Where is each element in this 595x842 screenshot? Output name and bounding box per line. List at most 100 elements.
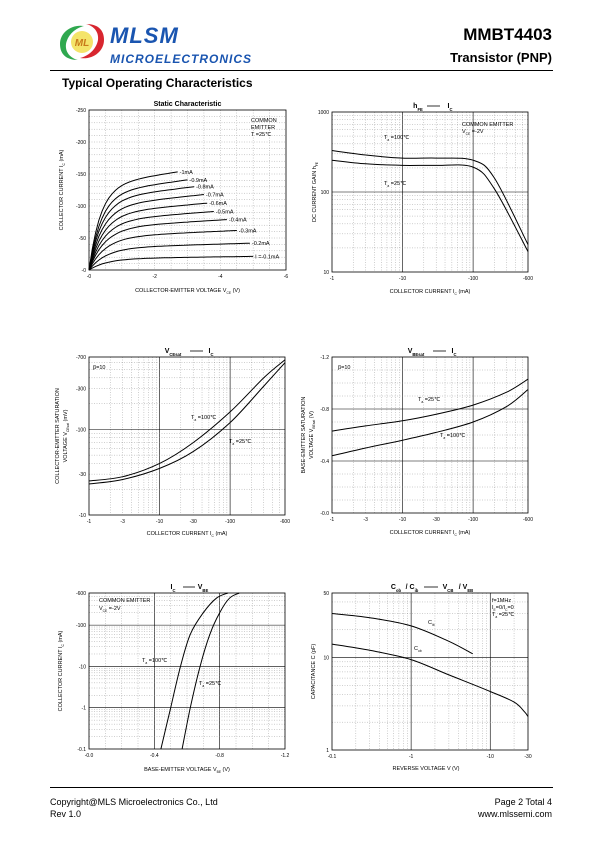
ic-vce-curve bbox=[88, 194, 204, 271]
brand-name: MLSM bbox=[110, 23, 179, 48]
chart-capacitance-vs-voltage: Cob / Cib VCB / VEB -0.1 -1 -10 -30 1 10 50 REVERSE… bbox=[311, 584, 532, 772]
x-tick-label: -3 bbox=[363, 517, 368, 523]
logo-red-swoosh bbox=[80, 24, 104, 59]
chart-title: VCEsat bbox=[165, 348, 182, 357]
y-axis-label: VOLTAGE VCEsat (mV) bbox=[63, 409, 70, 462]
chart-title: IC bbox=[171, 584, 176, 593]
x-tick-label: -600 bbox=[280, 519, 290, 525]
y-tick-label: -0.4 bbox=[320, 459, 329, 465]
y-tick-label: 50 bbox=[323, 591, 329, 597]
annotation: β=10 bbox=[93, 365, 106, 371]
plot-frame bbox=[88, 592, 286, 750]
series-label: Ta =100℃ bbox=[142, 658, 168, 665]
ic-vce-curve bbox=[88, 255, 254, 271]
y-axis-label: CAPACITANCE C (pF) bbox=[311, 644, 317, 700]
y-axis-label: BASE-EMITTER SATURATION bbox=[301, 397, 307, 474]
ic-vce-curve bbox=[88, 179, 188, 271]
plot-frame bbox=[88, 109, 287, 271]
hfe-curve bbox=[331, 159, 529, 252]
y-tick-label: 1000 bbox=[318, 110, 329, 116]
annotation: COMMON bbox=[251, 118, 277, 124]
chart-title: IC bbox=[209, 348, 214, 357]
part-type: Transistor (PNP) bbox=[450, 50, 552, 65]
annotation: IE=0/IC=0 bbox=[492, 605, 514, 612]
y-tick-label: -100 bbox=[76, 623, 86, 629]
y-tick-label: -300 bbox=[76, 387, 86, 393]
x-tick-label: -1 bbox=[330, 276, 335, 282]
logo-letters: ML bbox=[75, 38, 89, 49]
series-label: Ta =100℃ bbox=[191, 415, 217, 422]
y-tick-label: -1.2 bbox=[320, 355, 329, 361]
x-tick-label: -600 bbox=[523, 517, 533, 523]
chart-title: / Cib bbox=[406, 584, 419, 593]
y-tick-label: -200 bbox=[76, 140, 86, 146]
x-tick-label: -0.4 bbox=[150, 753, 159, 759]
x-tick-label: -1 bbox=[409, 754, 414, 760]
y-tick-label: -0.0 bbox=[320, 511, 329, 517]
x-tick-label: -0.8 bbox=[215, 753, 224, 759]
series-label: Ta =25℃ bbox=[384, 181, 407, 188]
plot-frame bbox=[88, 356, 286, 516]
annotation: COMMON EMITTER bbox=[99, 598, 150, 604]
annotation: COMMON EMITTER bbox=[462, 122, 513, 128]
section-title: Typical Operating Characteristics bbox=[62, 76, 253, 90]
ic-vce-curve bbox=[88, 186, 195, 271]
series-label: Ta =25℃ bbox=[199, 681, 222, 688]
x-tick-label: -600 bbox=[523, 276, 533, 282]
footer-page: Page 2 Total 4 bbox=[494, 797, 552, 807]
annotation: Ta =25℃ bbox=[492, 612, 515, 619]
y-axis-label: VOLTAGE VBEsat (V) bbox=[309, 411, 316, 459]
chart-title: IC bbox=[452, 348, 457, 357]
chart-vcesat-vs-ic: VCEsat IC -1 -3 -10 -30 -100 -600 -10 -30 -100 -300… bbox=[55, 348, 290, 538]
x-tick-label: -10 bbox=[487, 754, 494, 760]
ic-vce-curve bbox=[88, 242, 250, 271]
x-tick-label: -3 bbox=[120, 519, 125, 525]
series-label: Ta =100℃ bbox=[440, 433, 466, 440]
x-tick-label: -10 bbox=[399, 276, 406, 282]
vbesat-curve bbox=[331, 378, 529, 432]
x-tick-label: -4 bbox=[218, 274, 223, 280]
series-label: -0.9mA bbox=[190, 178, 208, 184]
x-axis-label: COLLECTOR-EMITTER VOLTAGE VCE (V) bbox=[135, 288, 240, 295]
x-tick-label: -10 bbox=[399, 517, 406, 523]
series-label: -0.7mA bbox=[206, 193, 224, 199]
header-divider bbox=[50, 70, 553, 71]
y-tick-label: -10 bbox=[79, 664, 86, 670]
ic-vbe-curve bbox=[160, 592, 229, 750]
ic-vce-curve bbox=[88, 230, 237, 271]
x-tick-label: -1 bbox=[330, 517, 335, 523]
x-axis-label: REVERSE VOLTAGE V (V) bbox=[392, 766, 459, 772]
series-label: I =-0.1mA bbox=[255, 254, 279, 260]
y-tick-label: -700 bbox=[76, 355, 86, 361]
series-label: Ta =25℃ bbox=[229, 439, 252, 446]
x-tick-label: -30 bbox=[524, 754, 531, 760]
chart-hfe-vs-ic: hFE IC -1 -10 -100 -600 10 100 1000 COLLECTOR CUR… bbox=[312, 103, 533, 296]
y-tick-label: -0.1 bbox=[77, 747, 86, 753]
chart-title: Static Characteristic bbox=[154, 101, 222, 108]
x-tick-label: -0 bbox=[87, 274, 92, 280]
x-tick-label: -30 bbox=[190, 519, 197, 525]
series-label: Ta =100℃ bbox=[384, 135, 410, 142]
x-tick-label: -100 bbox=[468, 276, 478, 282]
series-label: -0.4mA bbox=[229, 218, 247, 224]
y-tick-label: 100 bbox=[321, 190, 330, 196]
series-label: Cib bbox=[428, 620, 435, 627]
x-tick-label: -0.1 bbox=[328, 754, 337, 760]
y-tick-label: -100 bbox=[76, 204, 86, 210]
series-label: Ta =25℃ bbox=[418, 397, 441, 404]
chart-title: VBE bbox=[198, 584, 209, 593]
hfe-curve bbox=[331, 150, 529, 245]
annotation: T =25℃ bbox=[251, 132, 272, 138]
y-tick-label: -0 bbox=[82, 268, 87, 274]
y-axis-label: COLLECTOR CURRENT IC (mA) bbox=[58, 630, 65, 711]
footer-website: www.mlssemi.com bbox=[477, 809, 552, 819]
annotation: f=1MHz bbox=[492, 598, 511, 604]
y-tick-label: 10 bbox=[323, 270, 329, 276]
chart-title: / VEB bbox=[459, 584, 473, 593]
ic-vce-curve bbox=[88, 219, 227, 271]
x-tick-label: -10 bbox=[156, 519, 163, 525]
footer-divider bbox=[50, 787, 553, 788]
chart-title: VCB bbox=[443, 584, 454, 593]
x-tick-label: -1 bbox=[87, 519, 92, 525]
ic-vce-curve bbox=[88, 211, 214, 271]
